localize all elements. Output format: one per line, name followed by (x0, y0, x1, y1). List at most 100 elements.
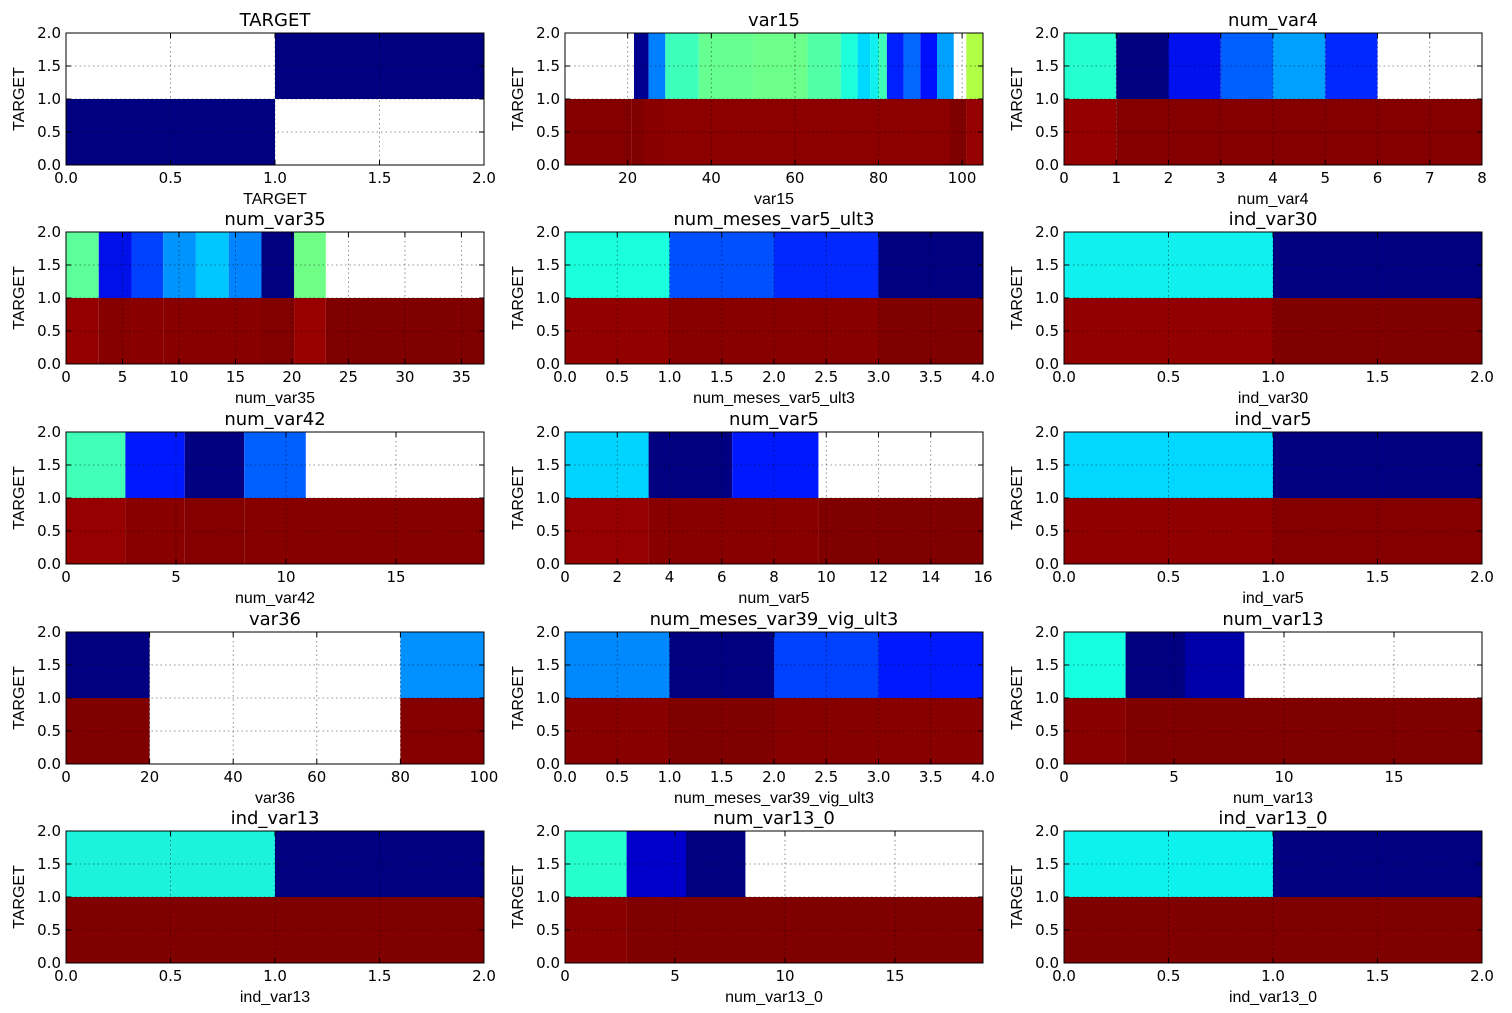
x-tick-label: 0 (61, 368, 71, 386)
x-tick-label: 0.0 (54, 967, 78, 985)
y-tick-label: 0.5 (37, 123, 61, 141)
subplot-TARGET: 0.0 0.5 1.0 1.5 2.0 0.0 0.5 1.0 1.5 2.0 TARGET TARG… (11, 10, 496, 208)
y-tick-label: 0.0 (1035, 755, 1059, 773)
y-tick-label: 1.5 (1035, 855, 1059, 873)
x-axis-label: num_var5 (738, 590, 809, 607)
x-tick-label: 1.5 (1366, 967, 1390, 985)
x-tick-label: 5 (1169, 768, 1179, 786)
x-tick-label: 2.0 (762, 768, 786, 786)
x-tick-label: 1.5 (1366, 368, 1390, 386)
y-tick-label: 1.5 (37, 57, 61, 75)
subplot-title: num_var42 (224, 409, 325, 430)
y-tick-label: 2.0 (37, 423, 61, 441)
x-tick-label: 1.5 (1366, 568, 1390, 586)
y-tick-label: 2.0 (37, 223, 61, 241)
y-tick-label: 2.0 (37, 623, 61, 641)
x-tick-label: 4.0 (971, 768, 995, 786)
y-tick-label: 0.5 (37, 722, 61, 740)
x-tick-label: 0.5 (605, 368, 629, 386)
subplot-num_meses_var5_ult3: 0.0 0.5 1.0 1.5 2.0 2.5 3.0 3.5 4.0 0.0 0.5 1.0 1.5 2… (510, 209, 995, 407)
y-tick-label: 1.0 (1035, 689, 1059, 707)
x-axis-label: ind_var13_0 (1229, 989, 1317, 1006)
x-tick-label: 60 (307, 768, 326, 786)
heatmap-cell (565, 99, 632, 165)
x-tick-label: 6 (717, 568, 727, 586)
y-tick-label: 1.5 (536, 456, 560, 474)
y-axis-label: TARGET (1009, 266, 1026, 330)
y-tick-label: 0.5 (1035, 522, 1059, 540)
y-tick-label: 0.0 (1035, 555, 1059, 573)
y-tick-label: 1.5 (37, 855, 61, 873)
y-tick-label: 0.0 (536, 954, 560, 972)
y-tick-label: 0.0 (37, 755, 61, 773)
x-tick-label: 0.5 (605, 768, 629, 786)
subplot-title: ind_var30 (1229, 209, 1318, 230)
heatmap-cell (857, 33, 871, 99)
heatmap-cell (818, 498, 983, 564)
heatmap-cell (920, 33, 938, 99)
x-tick-label: 20 (618, 169, 637, 187)
subplot-title: var36 (249, 609, 301, 630)
x-tick-label: 4 (665, 568, 675, 586)
y-tick-label: 0.0 (1035, 954, 1059, 972)
x-tick-label: 80 (869, 169, 888, 187)
y-tick-label: 1.0 (1035, 888, 1059, 906)
heatmap-cell (400, 698, 484, 764)
y-tick-label: 0.5 (1035, 921, 1059, 939)
subplot-title: num_meses_var39_vig_ult3 (650, 609, 899, 630)
x-tick-label: 1.0 (1261, 368, 1285, 386)
heatmap-cell (886, 33, 904, 99)
y-axis-label: TARGET (1009, 466, 1026, 530)
x-tick-label: 0.0 (1052, 368, 1076, 386)
y-tick-label: 1.0 (536, 289, 560, 307)
x-axis-label: num_var4 (1237, 191, 1308, 208)
x-tick-label: 10 (169, 368, 188, 386)
y-tick-label: 1.5 (1035, 57, 1059, 75)
x-tick-label: 0.5 (1157, 368, 1181, 386)
y-tick-label: 1.0 (37, 489, 61, 507)
heatmap-cell (1064, 33, 1117, 99)
subplot-num_var4: 0 1 2 3 4 5 6 7 8 0.0 0.5 1.0 1.5 2.0 num_var4 num_var4… (1009, 10, 1487, 208)
x-tick-label: 0.5 (1157, 967, 1181, 985)
x-tick-label: 0 (61, 768, 71, 786)
y-axis-label: TARGET (510, 865, 527, 929)
x-tick-label: 5 (1320, 169, 1330, 187)
y-tick-label: 1.5 (536, 256, 560, 274)
subplot-ind_var13: 0.0 0.5 1.0 1.5 2.00.00.51.01.52.0ind_var13i… (11, 808, 496, 1006)
subplot-title: num_var4 (1228, 10, 1318, 31)
heatmap-cell (1325, 33, 1378, 99)
y-tick-label: 1.5 (37, 256, 61, 274)
x-axis-label: num_var13_0 (725, 989, 823, 1006)
y-tick-label: 0.5 (37, 322, 61, 340)
subplot-title: num_var5 (729, 409, 819, 430)
subplot-title: num_var13 (1222, 609, 1323, 630)
y-tick-label: 2.0 (1035, 223, 1059, 241)
y-axis-label: TARGET (510, 266, 527, 330)
x-tick-label: 40 (224, 768, 243, 786)
x-tick-label: 3.5 (919, 768, 943, 786)
y-axis-label: TARGET (510, 67, 527, 131)
y-tick-label: 2.0 (536, 423, 560, 441)
y-tick-label: 0.5 (536, 722, 560, 740)
y-tick-label: 0.0 (536, 555, 560, 573)
x-tick-label: 2.5 (814, 368, 838, 386)
y-axis-label: TARGET (510, 466, 527, 530)
x-tick-label: 0 (560, 967, 570, 985)
y-tick-label: 1.0 (37, 689, 61, 707)
x-tick-label: 100 (948, 169, 977, 187)
x-tick-label: 8 (769, 568, 779, 586)
y-tick-label: 0.0 (37, 355, 61, 373)
x-tick-label: 15 (1384, 768, 1403, 786)
x-tick-label: 2.5 (814, 768, 838, 786)
y-tick-label: 1.5 (1035, 656, 1059, 674)
x-tick-label: 3.5 (919, 368, 943, 386)
y-tick-label: 1.0 (37, 289, 61, 307)
x-axis-label: num_var42 (235, 590, 315, 607)
x-tick-label: 8 (1477, 169, 1487, 187)
x-tick-label: 25 (339, 368, 358, 386)
y-tick-label: 0.5 (536, 123, 560, 141)
x-tick-label: 100 (470, 768, 499, 786)
y-tick-label: 0.5 (1035, 722, 1059, 740)
x-tick-label: 0.0 (54, 169, 78, 187)
y-tick-label: 2.0 (37, 822, 61, 840)
